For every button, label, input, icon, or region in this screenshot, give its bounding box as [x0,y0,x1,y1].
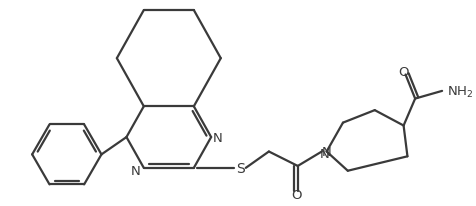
Text: NH$_2$: NH$_2$ [447,85,473,100]
Text: N: N [131,164,141,177]
Text: N: N [213,131,223,144]
Text: O: O [398,66,409,79]
Text: S: S [236,161,244,175]
Text: N: N [320,147,329,160]
Text: O: O [291,188,302,201]
Text: N: N [322,145,331,158]
